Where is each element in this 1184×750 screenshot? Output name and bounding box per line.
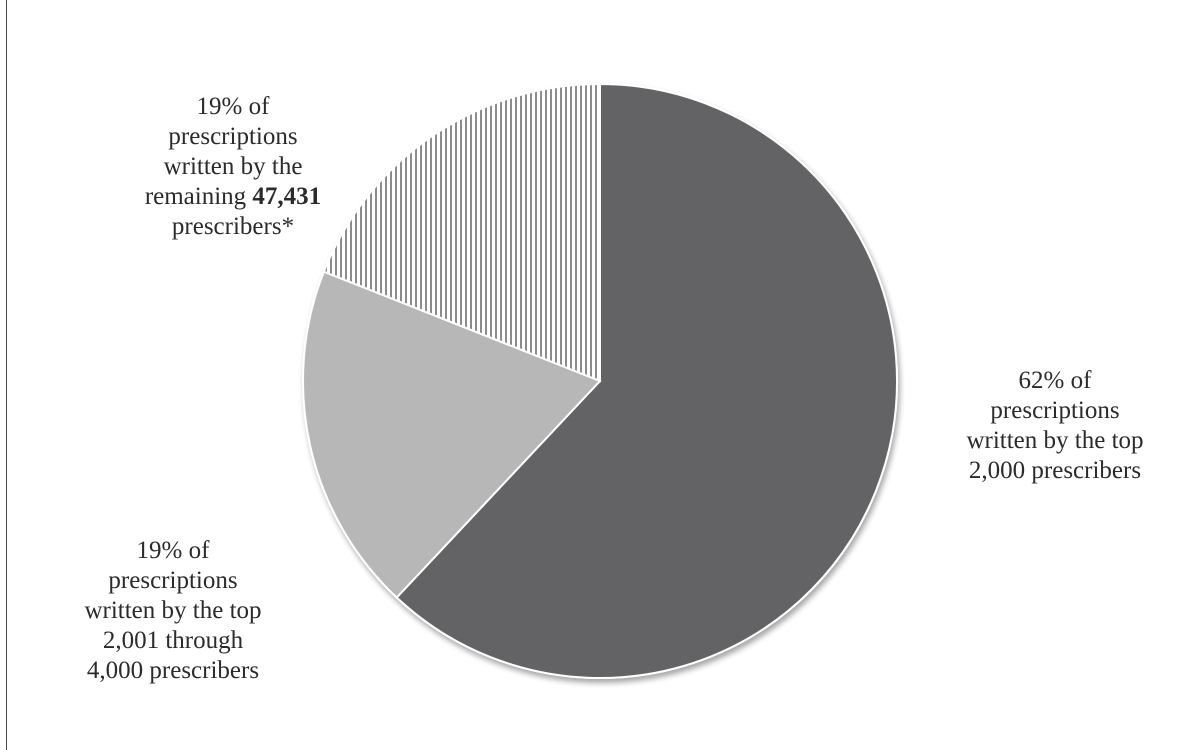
label-line: written by the top: [84, 597, 262, 624]
label-line: 19% of: [196, 93, 270, 120]
slice-label-top-2000: 62% of prescriptions written by the top 2,0…: [940, 366, 1170, 486]
pie-slice-remaining: [322, 82, 601, 383]
label-line: written by the top: [966, 427, 1144, 454]
label-line: written by the: [163, 153, 303, 180]
label-line: prescriptions: [168, 123, 298, 150]
label-line: prescribers*: [171, 213, 295, 240]
pie-slice-top-2000: [395, 82, 898, 679]
slice-label-2001-4000: 19% of prescriptions written by the top 2,0…: [58, 536, 288, 686]
left-border-line: [6, 0, 7, 750]
label-line: remaining 47,431: [118, 182, 348, 212]
label-line: prescriptions: [990, 397, 1120, 424]
label-text: remaining: [144, 183, 253, 210]
slice-label-remaining: 19% of prescriptions written by the remaini…: [118, 92, 348, 242]
label-line: 2,000 prescribers: [968, 457, 1142, 484]
label-line: 19% of: [136, 537, 210, 564]
label-line: prescriptions: [108, 567, 238, 594]
label-line: 2,001 through: [102, 627, 244, 654]
label-line: 4,000 prescribers: [86, 657, 260, 684]
label-bold-number: 47,431: [252, 183, 322, 210]
pie-slice-2001-4000: [302, 270, 602, 599]
label-line: 62% of: [1018, 367, 1092, 394]
